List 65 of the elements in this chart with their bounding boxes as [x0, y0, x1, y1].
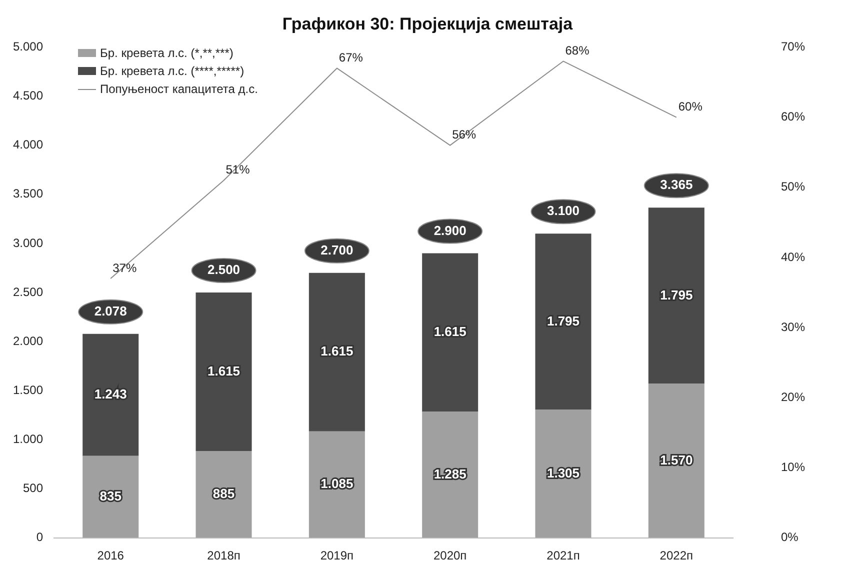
bar	[648, 384, 704, 538]
y-tick-label: 500	[23, 481, 44, 496]
bar	[82, 456, 139, 538]
data-label: 835	[100, 488, 122, 504]
bar	[422, 412, 478, 538]
x-tick-label: 2022п	[660, 548, 694, 562]
total-label: 2.500	[207, 262, 240, 278]
data-label: 1.615	[434, 324, 466, 340]
data-label: 1.305	[546, 465, 580, 480]
y2-tick-label: 0%	[780, 530, 799, 544]
y-tick-label: 2.500	[13, 284, 44, 299]
data-label: 68%	[565, 44, 590, 58]
bar	[196, 292, 252, 451]
y2-tick-label: 70%	[780, 40, 806, 54]
data-label: 1.795	[546, 313, 580, 328]
total-label: 2.900	[434, 222, 466, 238]
total-label: 3.365	[660, 177, 693, 192]
data-label: 885	[212, 486, 235, 501]
x-tick-label: 2019п	[320, 548, 354, 562]
bar	[535, 234, 592, 410]
bar	[535, 410, 592, 538]
data-label: 51%	[226, 162, 250, 177]
y-tick-label: 1.000	[13, 432, 44, 446]
y-tick-label: 5.000	[13, 40, 44, 54]
y2-tick-label: 20%	[780, 390, 806, 404]
data-label: 37%	[112, 260, 137, 275]
y-tick-label: 3.000	[13, 236, 44, 250]
data-label: 1.570	[660, 452, 693, 468]
total-label: 2.700	[320, 242, 354, 258]
x-tick-label: 2020п	[433, 548, 467, 562]
x-tick-label: 2018п	[207, 548, 240, 562]
x-tick-label: 2016	[97, 548, 124, 562]
bar	[308, 272, 365, 432]
y2-tick-label: 30%	[780, 320, 806, 334]
data-label: 1.285	[434, 466, 466, 482]
bar	[422, 253, 478, 412]
y-tick-label: 0	[36, 530, 44, 544]
bar	[308, 431, 365, 538]
y-tick-label: 4.000	[13, 138, 44, 152]
data-label: 1.615	[320, 344, 354, 359]
data-label: 60%	[678, 100, 703, 114]
y2-tick-label: 40%	[780, 250, 806, 264]
bar	[648, 208, 704, 384]
total-label: 2.078	[94, 303, 127, 318]
bar	[82, 334, 139, 456]
legend-label: Бр. кревета л.с. (****,*****)	[100, 64, 244, 78]
y2-tick-label: 50%	[780, 180, 806, 194]
data-label: 1.085	[320, 476, 354, 492]
legend-label: Бр. кревета л.с. (*,**,***)	[100, 46, 234, 60]
data-label: 56%	[452, 128, 476, 142]
legend-label: Попуњеност капацитета д.с.	[100, 82, 258, 96]
data-label: 1.615	[207, 363, 240, 378]
y-tick-label: 3.500	[13, 186, 44, 201]
total-label: 3.100	[546, 203, 580, 218]
data-label: 67%	[338, 50, 364, 65]
data-label: 1.795	[660, 287, 693, 302]
chart-title: Графикон 30: Пројекција смештаја	[282, 14, 574, 34]
y-tick-label: 2.000	[13, 334, 44, 348]
y2-tick-label: 60%	[780, 110, 806, 124]
y-tick-label: 1.500	[13, 382, 44, 397]
data-label: 1.243	[94, 386, 127, 402]
x-tick-label: 2021п	[546, 548, 580, 562]
y-tick-label: 4.500	[13, 88, 44, 103]
bar	[196, 450, 252, 538]
y2-tick-label: 10%	[780, 460, 806, 474]
